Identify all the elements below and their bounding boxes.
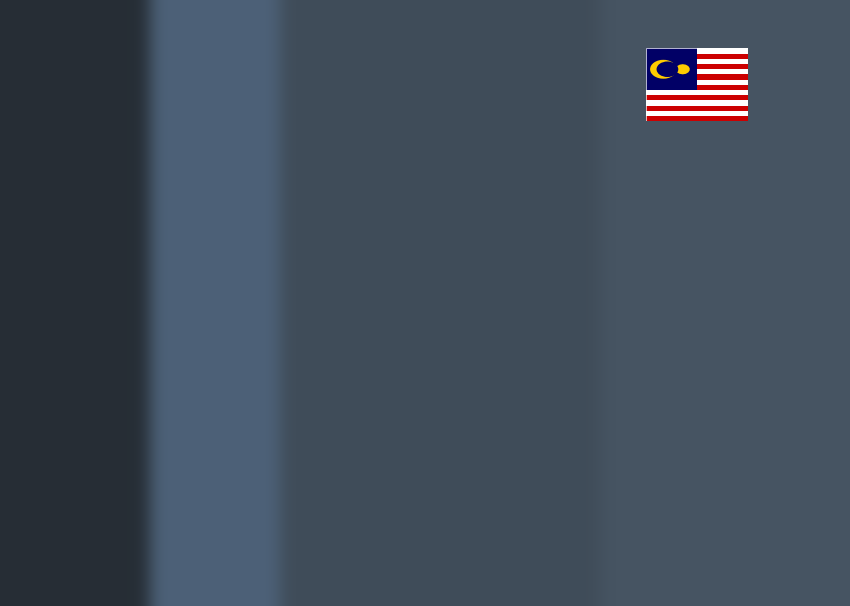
Text: +32%: +32% (538, 124, 610, 144)
Polygon shape (444, 284, 533, 509)
Bar (646, 101, 748, 105)
Text: 13,000 MYR: 13,000 MYR (598, 195, 699, 209)
Text: Bachelor's
Degree: Bachelor's Degree (445, 524, 542, 562)
Text: explorer: explorer (544, 65, 616, 81)
Bar (646, 75, 748, 79)
Bar (646, 54, 748, 59)
Text: salary: salary (491, 65, 544, 81)
Bar (646, 111, 748, 116)
Polygon shape (282, 337, 371, 509)
Text: +13%: +13% (215, 276, 287, 296)
Bar (646, 48, 697, 90)
Circle shape (656, 61, 678, 77)
Bar (646, 69, 748, 75)
Bar (646, 59, 748, 64)
Text: 6,680 MYR: 6,680 MYR (112, 338, 204, 353)
Bar (646, 116, 748, 121)
Polygon shape (371, 337, 382, 509)
Bar (646, 64, 748, 69)
Text: Certificate or
Diploma: Certificate or Diploma (269, 524, 394, 562)
Text: 7,570 MYR: 7,570 MYR (274, 318, 366, 333)
Text: .com: .com (604, 65, 645, 81)
Polygon shape (533, 284, 543, 509)
Text: High School: High School (115, 524, 226, 542)
Polygon shape (121, 357, 209, 509)
Text: 9,900 MYR: 9,900 MYR (435, 265, 527, 280)
Text: +31%: +31% (377, 208, 449, 228)
Polygon shape (694, 214, 705, 509)
Bar (646, 90, 748, 95)
Text: Revenue Recognition Analyst: Revenue Recognition Analyst (12, 95, 296, 113)
Bar (646, 79, 748, 85)
Text: Master's
Degree: Master's Degree (615, 524, 695, 562)
Text: Malaysia: Malaysia (12, 120, 99, 138)
Text: Average Monthly Salary: Average Monthly Salary (811, 265, 821, 389)
Bar (646, 105, 748, 111)
Bar (646, 48, 748, 54)
Bar (646, 95, 748, 101)
Polygon shape (209, 357, 220, 509)
Wedge shape (650, 60, 677, 79)
Text: Salary Comparison By Education: Salary Comparison By Education (12, 65, 569, 95)
Polygon shape (605, 214, 694, 509)
Bar (646, 85, 748, 90)
